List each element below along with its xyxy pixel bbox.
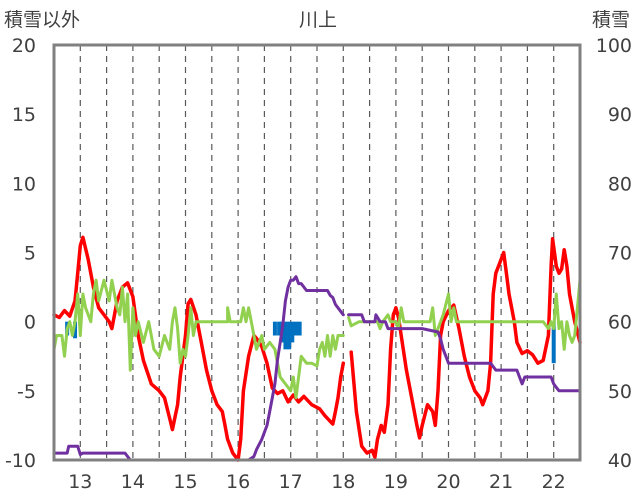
left-tick-label: 10 bbox=[12, 173, 36, 195]
x-tick-label: 19 bbox=[384, 471, 408, 493]
x-tick-label: 20 bbox=[436, 471, 460, 493]
left-axis-label: 積雪以外 bbox=[4, 9, 80, 31]
right-tick-label: 100 bbox=[596, 35, 632, 57]
left-tick-label: 20 bbox=[12, 35, 36, 57]
series-lines bbox=[52, 235, 582, 462]
left-tick-label: 0 bbox=[24, 312, 36, 334]
precipitation-bar bbox=[272, 321, 277, 336]
x-axis-ticks: 13 14 15 16 17 18 19 20 21 22 bbox=[68, 471, 566, 493]
right-axis-label: 積雪 bbox=[592, 9, 630, 31]
chart-title: 川上 bbox=[299, 9, 337, 31]
right-tick-label: 60 bbox=[608, 312, 632, 334]
right-tick-label: 50 bbox=[608, 381, 632, 403]
x-tick-label: 16 bbox=[226, 471, 250, 493]
wind-line bbox=[52, 278, 345, 400]
x-tick-label: 18 bbox=[331, 471, 355, 493]
snow_depth-line bbox=[52, 275, 345, 462]
right-tick-label: 90 bbox=[608, 104, 632, 126]
gridlines bbox=[79, 45, 555, 460]
right-axis-ticks: 100 90 80 70 60 50 40 bbox=[596, 35, 632, 472]
right-tick-label: 70 bbox=[608, 243, 632, 265]
precipitation-bar bbox=[277, 321, 282, 336]
precipitation-bar bbox=[287, 321, 292, 350]
plot-frame bbox=[52, 43, 582, 462]
x-tick-label: 15 bbox=[173, 471, 197, 493]
right-tick-label: 40 bbox=[608, 450, 632, 472]
snow_depth-line bbox=[347, 313, 582, 393]
precipitation-bar bbox=[293, 321, 298, 336]
x-tick-label: 17 bbox=[279, 471, 303, 493]
precipitation-bar bbox=[297, 321, 302, 336]
left-tick-label: 5 bbox=[24, 243, 36, 265]
precipitation-bar bbox=[551, 321, 556, 364]
temperature-line bbox=[52, 235, 346, 462]
left-axis-ticks: 20 15 10 5 0 -5 -10 bbox=[5, 35, 36, 472]
left-tick-label: -10 bbox=[5, 450, 36, 472]
x-tick-label: 13 bbox=[68, 471, 92, 493]
precipitation-bar bbox=[73, 321, 78, 339]
left-tick-label: -5 bbox=[17, 381, 36, 403]
x-tick-label: 21 bbox=[489, 471, 513, 493]
right-tick-label: 80 bbox=[608, 173, 632, 195]
x-tick-label: 22 bbox=[542, 471, 566, 493]
left-tick-label: 15 bbox=[12, 104, 36, 126]
x-tick-label: 14 bbox=[121, 471, 145, 493]
precipitation-bar bbox=[290, 321, 295, 343]
precipitation-bar bbox=[283, 321, 288, 350]
